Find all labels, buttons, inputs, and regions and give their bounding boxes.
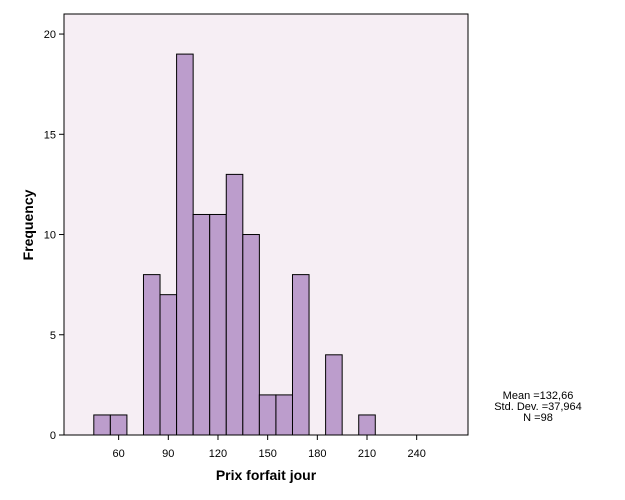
bars [93, 53, 376, 436]
x-tick-label: 60 [113, 448, 125, 460]
x-axis: 60 90 120 150 180 210 240 [113, 435, 426, 460]
histogram-bar [109, 414, 128, 436]
std-dev-label: Std. Dev. =37,964 [494, 401, 582, 413]
histogram-bar [209, 213, 227, 436]
y-tick-label: 20 [44, 29, 56, 41]
histogram-bar [159, 294, 178, 436]
histogram-bar [275, 394, 293, 436]
histogram-bar [192, 213, 211, 436]
histogram-bar [176, 53, 194, 436]
x-tick-label: 120 [209, 448, 227, 460]
x-tick-label: 210 [358, 448, 376, 460]
histogram-bar [242, 234, 260, 436]
plot-area [63, 13, 469, 436]
y-tick-label: 10 [44, 230, 56, 242]
x-tick-label: 150 [258, 448, 276, 460]
histogram-bar [142, 274, 161, 436]
histogram-bar [358, 414, 376, 436]
mean-label: Mean =132,66 [502, 390, 574, 402]
x-tick-label: 240 [407, 448, 425, 460]
y-axis: 0 5 10 15 20 [44, 29, 64, 442]
histogram-bar [325, 354, 343, 436]
y-tick-label: 0 [50, 430, 56, 442]
x-tick-label: 90 [162, 448, 174, 460]
histogram-bar [291, 274, 310, 436]
y-axis-title: Frequency [20, 189, 36, 260]
y-tick-label: 15 [44, 129, 56, 141]
histogram-bar [225, 173, 244, 436]
histogram-bar [258, 394, 277, 436]
summary-statistics: Mean =132,66 Std. Dev. =37,964 N =98 [478, 391, 598, 424]
x-axis-title: Prix forfait jour [216, 467, 317, 483]
histogram-bar [93, 414, 111, 436]
n-label: N =98 [523, 412, 553, 424]
y-tick-label: 5 [50, 330, 56, 342]
x-tick-label: 180 [308, 448, 326, 460]
